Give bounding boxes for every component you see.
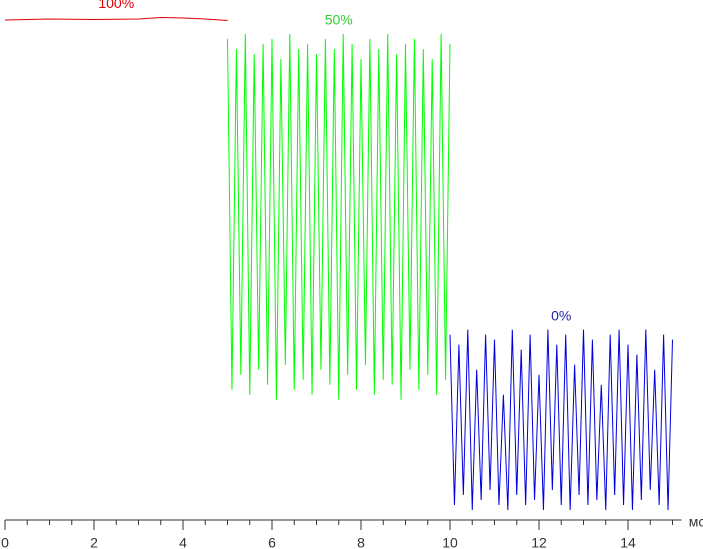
x-tick-label: 6	[268, 535, 276, 549]
x-tick-label: 12	[531, 535, 547, 549]
x-tick-label: 8	[357, 535, 365, 549]
series-label: 50%	[325, 12, 353, 28]
x-tick-label: 14	[620, 535, 636, 549]
series-line	[4, 16, 228, 21]
x-tick-label: 2	[90, 535, 98, 549]
series-label: 100%	[98, 0, 134, 11]
x-tick-label: 0	[1, 535, 9, 549]
series-label: 0%	[551, 307, 571, 323]
series-line	[227, 34, 451, 400]
x-tick-label: 10	[442, 535, 458, 549]
x-tick-label: 4	[179, 535, 187, 549]
series-line	[449, 329, 673, 510]
x-axis-label: мс	[689, 514, 703, 530]
